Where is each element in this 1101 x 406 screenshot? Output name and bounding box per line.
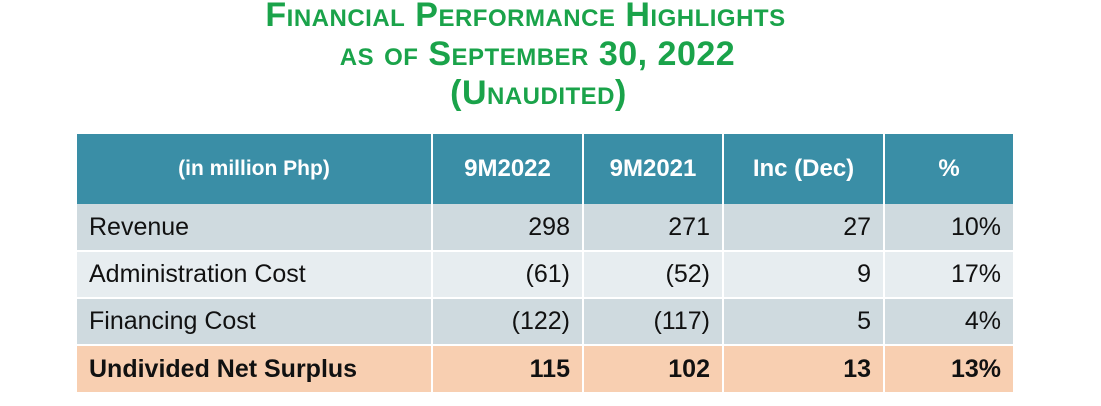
financial-table: (in million Php) 9M2022 9M2021 Inc (Dec)… [77, 134, 1013, 392]
title-line-3: (Unaudited) [450, 74, 627, 112]
cell-percent: 17% [884, 251, 1013, 299]
column-header-unit: (in million Php) [77, 134, 433, 204]
table-row-administration-cost: Administration Cost (61) (52) 9 17% [77, 251, 1013, 299]
column-header-9m2022: 9M2022 [432, 134, 584, 204]
cell-inc-dec: 27 [723, 204, 885, 252]
column-header-9m2021: 9M2021 [583, 134, 724, 204]
table-header-row: (in million Php) 9M2022 9M2021 Inc (Dec)… [77, 134, 1013, 204]
row-label: Revenue [77, 204, 433, 252]
column-header-percent: % [884, 134, 1013, 204]
slide-title: Financial Performance Highlights as of S… [0, 0, 1101, 113]
cell-9m2022: 298 [432, 204, 584, 252]
table-row-undivided-net-surplus: Undivided Net Surplus 115 102 13 13% [77, 345, 1013, 392]
table-row-financing-cost: Financing Cost (122) (117) 5 4% [77, 298, 1013, 346]
row-label: Financing Cost [77, 298, 433, 346]
cell-percent: 13% [884, 345, 1013, 392]
cell-9m2021: (52) [583, 251, 724, 299]
cell-9m2022: (61) [432, 251, 584, 299]
cell-9m2022: (122) [432, 298, 584, 346]
cell-percent: 10% [884, 204, 1013, 252]
cell-9m2021: 271 [583, 204, 724, 252]
column-header-inc-dec: Inc (Dec) [723, 134, 885, 204]
cell-inc-dec: 9 [723, 251, 885, 299]
cell-percent: 4% [884, 298, 1013, 346]
cell-9m2022: 115 [432, 345, 584, 392]
row-label: Administration Cost [77, 251, 433, 299]
row-label: Undivided Net Surplus [77, 345, 433, 392]
title-line-1: Financial Performance Highlights [265, 0, 786, 34]
cell-inc-dec: 13 [723, 345, 885, 392]
cell-inc-dec: 5 [723, 298, 885, 346]
cell-9m2021: 102 [583, 345, 724, 392]
title-line-2: as of September 30, 2022 [339, 35, 736, 73]
table-row-revenue: Revenue 298 271 27 10% [77, 204, 1013, 252]
cell-9m2021: (117) [583, 298, 724, 346]
